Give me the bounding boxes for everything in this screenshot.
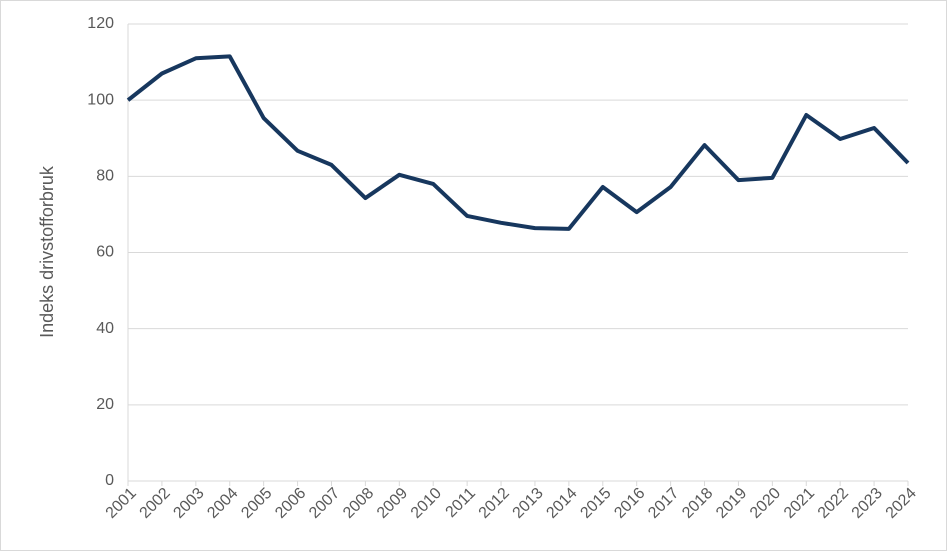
y-axis-label: Indeks drivstofforbruk [37, 165, 57, 338]
line [126, 54, 910, 231]
y-tick-label: 60 [96, 244, 114, 261]
y-tick-label: 80 [96, 168, 114, 185]
y-tick-label: 0 [105, 472, 114, 489]
y-tick-label: 120 [87, 15, 114, 32]
y-tick-label: 100 [87, 91, 114, 108]
y-tick-label: 40 [96, 320, 114, 337]
y-tick-label: 20 [96, 396, 114, 413]
